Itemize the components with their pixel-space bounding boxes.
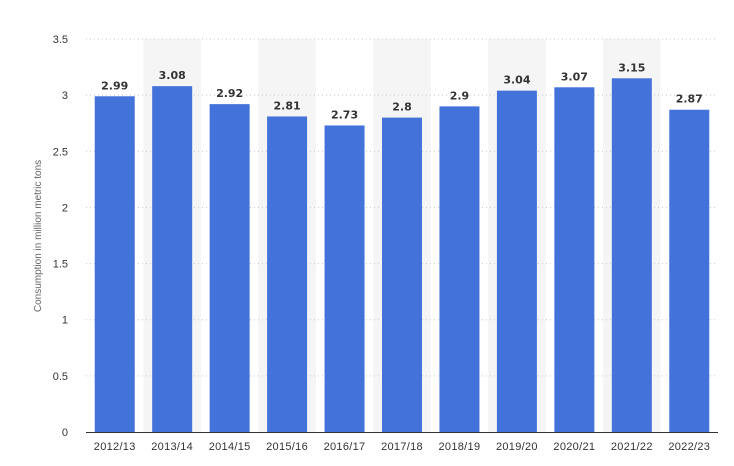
- y-tick-label: 3: [62, 90, 68, 102]
- data-label: 2.73: [331, 108, 358, 121]
- x-tick-label: 2015/16: [266, 441, 308, 453]
- data-label: 3.08: [159, 69, 186, 82]
- bar[interactable]: [611, 78, 652, 433]
- bar[interactable]: [439, 106, 480, 432]
- x-tick-label: 2016/17: [324, 441, 366, 453]
- x-tick-label: 2022/23: [668, 441, 710, 453]
- x-tick-label: 2019/20: [496, 441, 538, 453]
- bar[interactable]: [554, 87, 595, 432]
- y-axis-title: Consumption in million metric tons: [33, 160, 44, 312]
- data-label: 3.15: [618, 61, 645, 74]
- x-tick-label: 2014/15: [209, 441, 251, 453]
- data-label: 2.81: [274, 99, 301, 112]
- x-tick-label: 2012/13: [94, 441, 136, 453]
- data-label: 2.8: [392, 101, 412, 114]
- data-label: 3.04: [503, 74, 530, 87]
- bars: [94, 78, 710, 433]
- y-tick-label: 2.5: [53, 146, 68, 158]
- x-tick-label: 2020/21: [553, 441, 595, 453]
- x-tick-label: 2021/22: [611, 441, 653, 453]
- bar[interactable]: [267, 116, 308, 432]
- data-label: 2.92: [216, 87, 243, 100]
- bar[interactable]: [209, 104, 250, 432]
- y-tick-label: 0: [62, 427, 68, 439]
- bar[interactable]: [382, 117, 422, 432]
- bar[interactable]: [152, 86, 193, 432]
- y-axis-ticks: 0 0.5 1 1.5 2 2.5 3 3.5: [53, 34, 68, 439]
- x-tick-label: 2013/14: [151, 441, 193, 453]
- x-axis-ticks: 2012/13 2013/14 2014/15 2015/16 2016/17 2017/…: [94, 441, 710, 453]
- data-labels: 2.99 3.08 2.92 2.81 2.73 2.8 2.9 3.04 3.07 3.15 2.…: [101, 61, 703, 121]
- bar[interactable]: [324, 125, 365, 433]
- bar[interactable]: [669, 109, 710, 433]
- data-label: 2.87: [676, 93, 703, 106]
- data-label: 3.07: [561, 70, 588, 83]
- y-tick-label: 2: [62, 202, 68, 214]
- data-label: 2.99: [101, 79, 128, 92]
- y-tick-label: 1.5: [53, 259, 68, 271]
- data-label: 2.9: [450, 89, 470, 102]
- y-tick-label: 0.5: [53, 371, 68, 383]
- x-tick-label: 2018/19: [439, 441, 481, 453]
- y-tick-label: 3.5: [53, 34, 68, 46]
- bar[interactable]: [94, 96, 135, 432]
- bar[interactable]: [496, 90, 537, 432]
- y-tick-label: 1: [62, 315, 68, 327]
- x-tick-label: 2017/18: [381, 441, 423, 453]
